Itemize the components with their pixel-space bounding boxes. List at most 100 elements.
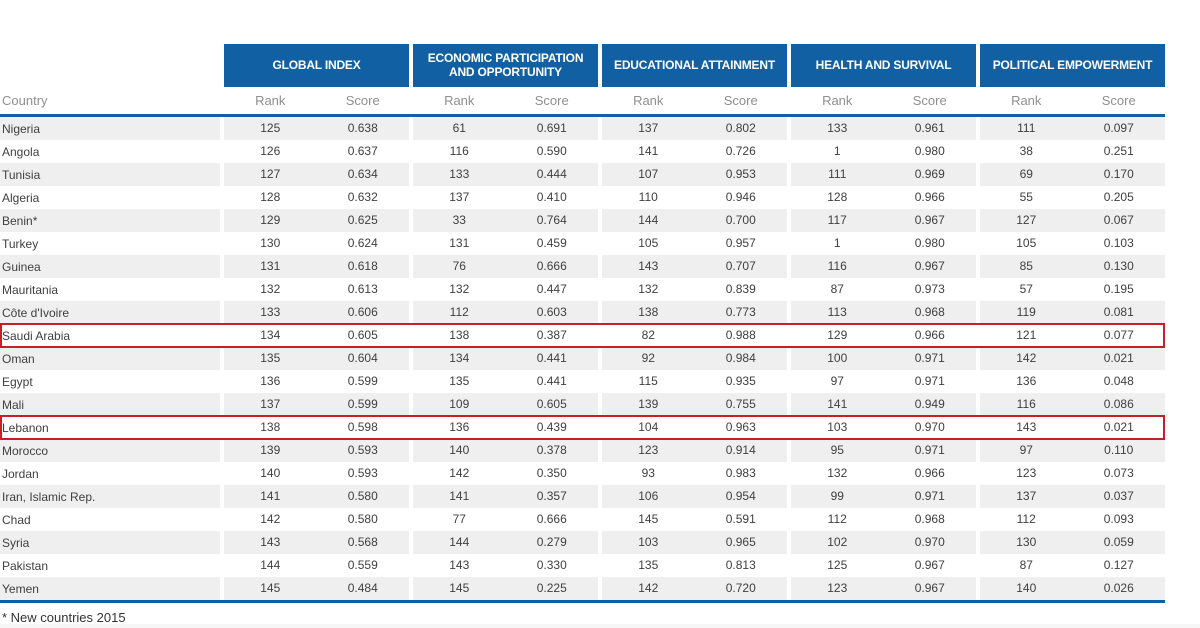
rank-value: 105 (1016, 236, 1037, 250)
score-value: 0.459 (536, 236, 567, 250)
group-cell-2: 92 0.984 (602, 347, 787, 370)
rank-value: 104 (638, 420, 659, 434)
group-cell-2: 104 0.963 (602, 416, 787, 439)
group-cell-0: 137 0.599 (224, 393, 409, 416)
rank-value: 136 (1016, 374, 1037, 388)
score-value: 0.127 (1103, 558, 1134, 572)
rank-value: 140 (260, 466, 281, 480)
country-cell: Iran, Islamic Rep. (0, 485, 220, 508)
group-cell-3: 1 0.980 (791, 140, 976, 163)
country-cell: Tunisia (0, 163, 220, 186)
rank-value: 123 (1016, 466, 1037, 480)
group-cell-4: 112 0.093 (980, 508, 1165, 531)
score-value: 0.484 (347, 581, 378, 595)
score-value: 0.093 (1103, 512, 1134, 526)
group-cell-2: 93 0.983 (602, 462, 787, 485)
score-value: 0.637 (347, 144, 378, 158)
group-cell-3: 116 0.967 (791, 255, 976, 278)
column-header-pair-1: Rank Score (413, 93, 598, 108)
group-cell-3: 100 0.971 (791, 347, 976, 370)
rank-value: 95 (830, 443, 844, 457)
rank-column-header: Rank (633, 93, 664, 108)
group-cell-4: 57 0.195 (980, 278, 1165, 301)
score-value: 0.606 (347, 305, 378, 319)
group-cell-2: 139 0.755 (602, 393, 787, 416)
score-value: 0.021 (1103, 420, 1134, 434)
rank-value: 139 (638, 397, 659, 411)
rank-value: 142 (1016, 351, 1037, 365)
score-value: 0.969 (914, 167, 945, 181)
score-value: 0.073 (1103, 466, 1134, 480)
rank-value: 132 (449, 282, 470, 296)
rank-value: 143 (449, 558, 470, 572)
score-value: 0.971 (914, 351, 945, 365)
score-value: 0.988 (725, 328, 756, 342)
rank-value: 97 (1019, 443, 1033, 457)
table-row: Turkey 130 0.624 131 0.459 105 0.957 1 0.980 105 0… (0, 232, 1165, 255)
top-rule (0, 114, 1165, 117)
group-cell-1: 109 0.605 (413, 393, 598, 416)
rank-value: 136 (260, 374, 281, 388)
rank-value: 125 (260, 121, 281, 135)
rank-value: 61 (452, 121, 466, 135)
score-value: 0.764 (536, 213, 567, 227)
country-cell: Egypt (2, 374, 33, 389)
score-value: 0.604 (347, 351, 378, 365)
score-value: 0.980 (914, 144, 945, 158)
table-row: Mauritania 132 0.613 132 0.447 132 0.839 87 0.97… (0, 278, 1165, 301)
rank-value: 92 (641, 351, 655, 365)
country-cell: Benin* (0, 209, 220, 232)
score-value: 0.097 (1103, 121, 1134, 135)
score-value: 0.441 (536, 374, 567, 388)
rank-value: 111 (828, 167, 847, 181)
group-cell-1: 133 0.444 (413, 163, 598, 186)
group-cell-1: 76 0.666 (413, 255, 598, 278)
country-cell: Guinea (0, 255, 220, 278)
country-column-header: Country (2, 93, 48, 108)
rank-value: 138 (638, 305, 659, 319)
score-value: 0.580 (347, 512, 378, 526)
group-header-2: EDUCATIONAL ATTAINMENT (602, 44, 787, 87)
group-cell-3: 129 0.966 (791, 324, 976, 347)
rank-value: 82 (641, 328, 655, 342)
rank-value: 116 (449, 144, 469, 158)
rank-value: 97 (830, 374, 844, 388)
group-cell-0: 142 0.580 (224, 508, 409, 531)
score-value: 0.802 (725, 121, 756, 135)
rank-value: 142 (260, 512, 281, 526)
group-cell-0: 141 0.580 (224, 485, 409, 508)
group-cell-0: 127 0.634 (224, 163, 409, 186)
group-cell-3: 103 0.970 (791, 416, 976, 439)
group-cell-2: 144 0.700 (602, 209, 787, 232)
rank-value: 135 (449, 374, 470, 388)
group-cell-0: 139 0.593 (224, 439, 409, 462)
country-cell: Pakistan (2, 558, 49, 573)
group-cell-1: 134 0.441 (413, 347, 598, 370)
group-cell-0: 136 0.599 (224, 370, 409, 393)
score-value: 0.625 (347, 213, 378, 227)
table-row: Pakistan 144 0.559 143 0.330 135 0.813 125 0.967… (0, 554, 1165, 577)
rank-value: 141 (827, 397, 848, 411)
score-value: 0.638 (347, 121, 378, 135)
score-value: 0.081 (1103, 305, 1134, 319)
rank-value: 130 (260, 236, 281, 250)
group-cell-2: 123 0.914 (602, 439, 787, 462)
rank-value: 125 (827, 558, 848, 572)
rank-value: 133 (260, 305, 281, 319)
group-cell-1: 33 0.764 (413, 209, 598, 232)
group-cell-3: 113 0.968 (791, 301, 976, 324)
score-value: 0.839 (725, 282, 756, 296)
rank-value: 139 (260, 443, 281, 457)
group-cell-4: 140 0.026 (980, 577, 1165, 600)
group-cell-4: 142 0.021 (980, 347, 1165, 370)
rank-value: 87 (830, 282, 844, 296)
table-row: Guinea 131 0.618 76 0.666 143 0.707 116 0.967 85 0… (0, 255, 1165, 278)
group-cell-3: 97 0.971 (791, 370, 976, 393)
rank-value: 116 (1016, 397, 1036, 411)
rank-value: 131 (449, 236, 470, 250)
group-cell-3: 87 0.973 (791, 278, 976, 301)
group-cell-4: 97 0.110 (980, 439, 1165, 462)
group-cell-3: 133 0.961 (791, 117, 976, 140)
rank-value: 103 (827, 420, 848, 434)
